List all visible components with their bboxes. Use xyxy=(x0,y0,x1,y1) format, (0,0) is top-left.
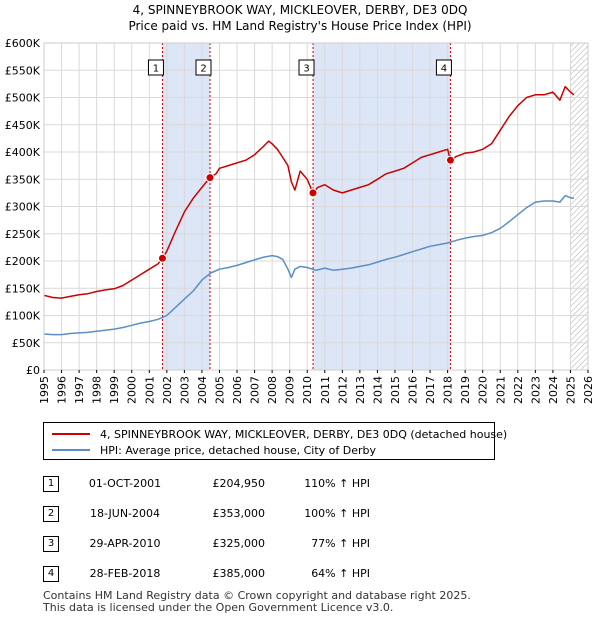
sale-price: £353,000 xyxy=(212,507,266,520)
x-tick-label: 2018 xyxy=(442,376,455,404)
y-tick-label: £400K xyxy=(5,146,41,159)
hpi-line xyxy=(44,194,575,336)
legend-label-property: 4, SPINNEYBROOK WAY, MICKLEOVER, DERBY, … xyxy=(100,427,508,441)
x-tick-label: 2021 xyxy=(494,376,507,404)
sale-point xyxy=(445,155,455,165)
sale-row: 2 18-JUN-2004 £353,000 100% ↑ HPI xyxy=(0,506,600,526)
footer-copyright: Contains HM Land Registry data © Crown c… xyxy=(43,589,471,602)
y-tick-label: £600K xyxy=(5,37,41,50)
sale-date: 28-FEB-2018 xyxy=(89,567,161,580)
sale-point xyxy=(205,173,215,183)
sale-hpi-change: 110% ↑ HPI xyxy=(304,477,370,490)
sale-hpi-change: 77% ↑ HPI xyxy=(311,537,370,550)
sale-label-box xyxy=(435,59,452,76)
sale-hpi-change: 64% ↑ HPI xyxy=(311,567,370,580)
sale-date: 18-JUN-2004 xyxy=(89,507,161,520)
sale-point xyxy=(157,253,167,263)
footer-licence: This data is licensed under the Open Gov… xyxy=(43,601,394,614)
x-tick-label: 1996 xyxy=(56,376,69,404)
y-tick-label: £500K xyxy=(5,92,41,105)
sale-number-badge: 2 xyxy=(43,506,59,522)
y-tick-label: £350K xyxy=(5,173,41,186)
x-tick-label: 2019 xyxy=(459,376,472,404)
x-tick-label: 2015 xyxy=(389,376,402,404)
chart-title: 4, SPINNEYBROOK WAY, MICKLEOVER, DERBY, … xyxy=(132,3,468,17)
x-tick-label: 2012 xyxy=(336,376,349,404)
legend-swatch-property xyxy=(52,433,90,435)
legend-item-property: 4, SPINNEYBROOK WAY, MICKLEOVER, DERBY, … xyxy=(52,426,507,442)
sale-label-box xyxy=(298,59,315,76)
y-tick-label: £100K xyxy=(5,310,41,323)
sale-label-number: 1 xyxy=(153,64,159,75)
x-tick-label: 2009 xyxy=(284,376,297,404)
x-tick-label: 2006 xyxy=(231,376,244,404)
price-chart: 1 2 3 4 £0 £50K £100K £150K £200K £250K £300K £350K… xyxy=(5,37,595,404)
sale-label-box xyxy=(147,59,164,76)
sale-price: £204,950 xyxy=(212,477,266,490)
x-tick-label: 2010 xyxy=(301,376,314,404)
legend-item-hpi: HPI: Average price, detached house, City… xyxy=(52,442,376,458)
x-tick-label: 2023 xyxy=(529,376,542,404)
x-tick-label: 2017 xyxy=(424,376,437,404)
chart-subtitle: Price paid vs. HM Land Registry's House … xyxy=(128,19,472,33)
x-tick-label: 2022 xyxy=(512,376,525,404)
sale-hpi-change: 100% ↑ HPI xyxy=(304,507,370,520)
x-tick-label: 2004 xyxy=(196,376,209,404)
x-tick-label: 2001 xyxy=(143,376,156,404)
x-tick-label: 1995 xyxy=(38,376,51,404)
y-tick-label: £550K xyxy=(5,64,41,77)
y-tick-label: £50K xyxy=(12,337,41,350)
x-tick-label: 2016 xyxy=(407,376,420,404)
x-tick-label: 2011 xyxy=(319,376,332,404)
x-tick-label: 2005 xyxy=(213,376,226,404)
x-tick-label: 2000 xyxy=(126,376,139,404)
x-tick-label: 1997 xyxy=(73,376,86,404)
y-tick-label: £300K xyxy=(5,201,41,214)
x-tick-label: 2007 xyxy=(249,376,262,404)
sale-date: 01-OCT-2001 xyxy=(88,477,162,490)
y-tick-label: £0 xyxy=(26,364,40,377)
x-tick-label: 2003 xyxy=(178,376,191,404)
x-tick-label: 2014 xyxy=(371,376,384,404)
y-tick-label: £450K xyxy=(5,119,41,132)
x-tick-label: 2002 xyxy=(161,376,174,404)
sale-point xyxy=(308,188,318,198)
legend-label-hpi: HPI: Average price, detached house, City… xyxy=(100,443,377,457)
sale-row: 4 28-FEB-2018 £385,000 64% ↑ HPI xyxy=(0,566,600,586)
x-tick-label: 1999 xyxy=(108,376,121,404)
legend-swatch-hpi xyxy=(52,449,90,451)
legend: 4, SPINNEYBROOK WAY, MICKLEOVER, DERBY, … xyxy=(43,422,507,460)
x-tick-label: 2013 xyxy=(354,376,367,404)
sale-label-number: 4 xyxy=(441,64,447,75)
property-price-line xyxy=(44,85,575,299)
y-tick-label: £200K xyxy=(5,255,41,268)
sale-row: 3 29-APR-2010 £325,000 77% ↑ HPI xyxy=(0,536,600,556)
y-tick-label: £150K xyxy=(5,282,41,295)
sale-number-badge: 3 xyxy=(43,536,59,552)
plot-border xyxy=(43,42,589,371)
x-tick-label: 2020 xyxy=(477,376,490,404)
x-tick-label: 2026 xyxy=(582,376,595,404)
sale-label-number: 2 xyxy=(200,64,206,75)
sale-row: 1 01-OCT-2001 £204,950 110% ↑ HPI xyxy=(0,476,600,496)
sale-number-badge: 1 xyxy=(43,476,59,492)
sale-price: £325,000 xyxy=(212,537,266,550)
sale-number-badge: 4 xyxy=(43,566,59,582)
x-tick-label: 2025 xyxy=(564,376,577,404)
x-tick-label: 2008 xyxy=(266,376,279,404)
x-tick-label: 2024 xyxy=(547,376,560,404)
sale-label-number: 3 xyxy=(303,64,309,75)
y-tick-label: £250K xyxy=(5,228,41,241)
x-tick-label: 1998 xyxy=(91,376,104,404)
sale-price: £385,000 xyxy=(212,567,266,580)
sale-date: 29-APR-2010 xyxy=(89,537,161,550)
sale-label-box xyxy=(195,59,212,76)
